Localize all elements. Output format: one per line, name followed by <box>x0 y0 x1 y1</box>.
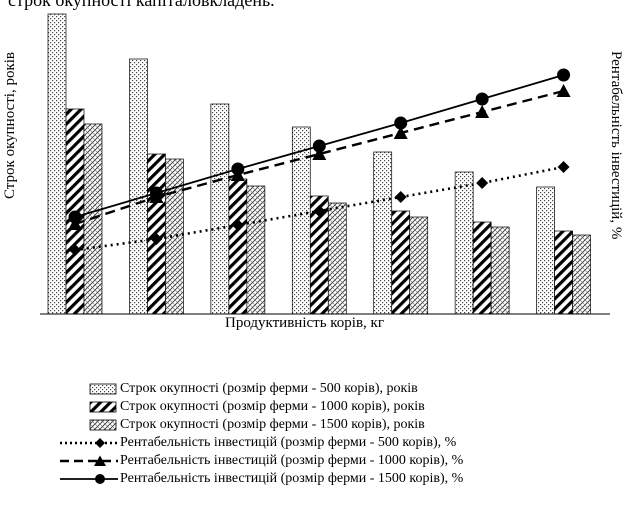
legend-item: Рентабельність інвестицій (розмір ферми … <box>60 434 463 452</box>
marker-circle <box>475 92 489 106</box>
bars-group <box>47 13 591 315</box>
y-axis-label-right: Рентабельність інвестицій, % <box>608 50 624 240</box>
marker-circle <box>68 210 82 224</box>
marker-diamond <box>313 205 326 217</box>
bar-crosshatch <box>490 226 510 315</box>
legend-label: Рентабельність інвестицій (розмір ферми … <box>120 471 464 486</box>
legend-item: Рентабельність інвестицій (розмір ферми … <box>60 452 463 470</box>
chart <box>40 13 610 315</box>
legend-swatch-dots <box>89 383 117 395</box>
lines-group <box>68 68 571 256</box>
bar-dots <box>210 103 230 315</box>
marker-diamond <box>69 244 81 256</box>
bar-dots <box>536 186 555 315</box>
legend-swatch-crosshatch <box>89 419 117 431</box>
marker-triangle <box>556 84 571 97</box>
legend-label: Рентабельність інвестицій (розмір ферми … <box>120 435 457 450</box>
bar-diagonal <box>391 210 411 315</box>
legend-item: Строк окупності (розмір ферми - 1500 кор… <box>60 416 463 434</box>
legend-label: Строк окупності (розмір ферми - 1500 кор… <box>120 417 425 432</box>
x-axis-label: Продуктивність корів, кг <box>225 315 385 331</box>
bar-diagonal <box>554 230 573 315</box>
bar-crosshatch <box>165 158 184 315</box>
bar-crosshatch <box>327 202 347 315</box>
legend-label: Строк окупності (розмір ферми - 500 корі… <box>120 381 418 396</box>
legend-swatch-diagonal <box>89 401 117 413</box>
legend-label: Рентабельність інвестицій (розмір ферми … <box>120 453 464 468</box>
marker-diamond <box>150 233 163 245</box>
marker-diamond <box>557 161 570 173</box>
legend-item: Рентабельність інвестицій (розмір ферми … <box>60 470 463 488</box>
bar-diagonal <box>228 178 248 315</box>
marker-triangle <box>312 147 327 160</box>
bar-dots <box>454 171 474 315</box>
marker-circle <box>231 162 245 176</box>
bar-diagonal <box>472 221 492 315</box>
bar-dots <box>373 151 393 315</box>
legend-item: Строк окупності (розмір ферми - 1000 кор… <box>60 398 463 416</box>
bar-crosshatch <box>572 234 591 315</box>
bar-crosshatch <box>246 185 266 315</box>
bar-dots <box>129 58 148 315</box>
marker-diamond <box>394 191 407 203</box>
bar-dots <box>47 13 67 315</box>
legend-swatch-dotted-diamond <box>60 438 118 448</box>
marker-triangle <box>393 126 408 139</box>
legend: Строк окупності (розмір ферми - 500 корі… <box>60 380 463 488</box>
marker-triangle <box>475 105 490 118</box>
legend-swatch-dashed-triangle <box>60 455 118 466</box>
marker-circle <box>394 116 408 130</box>
y-axis-label-left: Строк окупності, років <box>2 51 18 199</box>
legend-item: Строк окупності (розмір ферми - 500 корі… <box>60 380 463 398</box>
marker-circle <box>149 186 163 200</box>
bar-crosshatch <box>409 216 429 315</box>
marker-circle <box>312 139 326 153</box>
marker-diamond <box>476 177 489 189</box>
bar-dots <box>291 126 311 315</box>
top-text-fragment: строк окупності капіталовкладень. <box>8 0 275 10</box>
legend-swatch-solid-circle <box>60 474 118 484</box>
marker-circle <box>557 68 571 82</box>
legend-label: Строк окупності (розмір ферми - 1000 кор… <box>120 399 425 414</box>
marker-diamond <box>231 219 244 231</box>
